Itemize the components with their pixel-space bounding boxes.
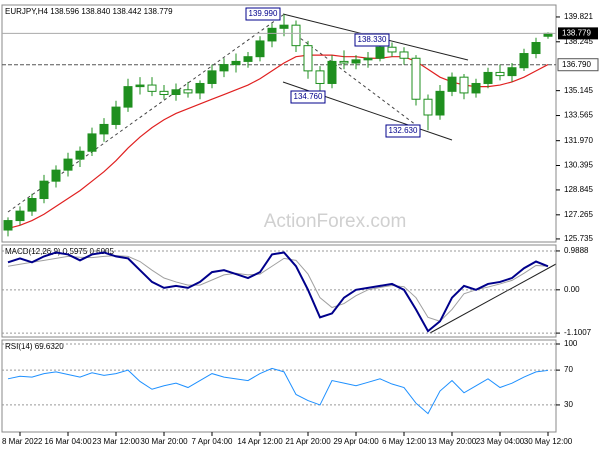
y-tick-label: 138.245 — [564, 37, 593, 46]
x-tick-label: 7 Apr 04:00 — [192, 437, 233, 446]
indicator-line — [7, 367, 549, 415]
panel-frame — [1, 339, 557, 433]
x-tick-label: 23 May 04:00 — [476, 437, 525, 446]
candle-body — [315, 70, 325, 84]
candle-body — [399, 51, 409, 59]
candle-body — [459, 76, 469, 94]
candle-body — [363, 57, 373, 61]
candle-body — [207, 70, 217, 84]
annotation-box — [385, 124, 421, 138]
y-tick-label: 130.395 — [564, 161, 593, 170]
candle-body — [303, 45, 313, 72]
candle-body — [423, 98, 433, 116]
annotation: 138.330 — [358, 35, 387, 44]
y-tick-label: 0.9888 — [564, 246, 589, 255]
candle-body — [447, 76, 457, 92]
x-tick-label: 23 Mar 12:00 — [92, 437, 140, 446]
candle-body — [39, 180, 49, 200]
y-tick-label: 100 — [564, 339, 578, 348]
y-tick-label: 30 — [564, 400, 573, 409]
candle-body — [27, 198, 37, 212]
panel-title: RSI(14) 69.6320 — [5, 342, 64, 351]
indicator-line — [7, 251, 549, 333]
candle-body — [219, 64, 229, 72]
candle-body — [135, 84, 145, 88]
macd-trend-line — [429, 263, 557, 334]
candle-body — [87, 133, 97, 152]
candle-body — [147, 84, 157, 92]
candle-body — [75, 150, 85, 160]
annotation: 134.760 — [294, 92, 323, 101]
annotation-box — [354, 33, 390, 47]
y-tick-label: -1.1007 — [564, 328, 592, 337]
candle-body — [279, 24, 289, 29]
moving-average — [7, 54, 549, 230]
candle-body — [63, 158, 73, 171]
watermark: ActionForex.com — [264, 211, 407, 232]
candle-body — [159, 90, 169, 96]
x-tick-label: 30 May 12:00 — [524, 437, 573, 446]
x-tick-label: 14 Apr 12:00 — [237, 437, 283, 446]
y-tick-label: 127.265 — [564, 210, 593, 219]
x-tick-label: 16 Mar 04:00 — [44, 437, 92, 446]
candle-body — [507, 67, 517, 77]
candle-body — [351, 59, 361, 64]
annotation: 139.990 — [249, 9, 278, 18]
candle-body — [123, 86, 133, 108]
x-tick-label: 29 Apr 04:00 — [333, 437, 379, 446]
candle-body — [255, 40, 265, 58]
annotation: 132.630 — [389, 126, 418, 135]
x-tick-label: 21 Apr 20:00 — [285, 437, 331, 446]
current-price-tag: 138.779 — [562, 28, 591, 37]
y-tick-label: 133.565 — [564, 111, 593, 120]
candle-body — [3, 220, 13, 231]
level-tag: 136.790 — [562, 60, 591, 69]
y-tick-label: 139.821 — [564, 12, 593, 21]
x-tick-label: 8 Mar 2022 — [2, 437, 43, 446]
candle-body — [531, 42, 541, 55]
x-tick-label: 30 Mar 20:00 — [140, 437, 188, 446]
candle-body — [387, 46, 397, 53]
candle-body — [483, 71, 493, 84]
candle-body — [411, 57, 421, 100]
x-tick-label: 6 May 12:00 — [382, 437, 427, 446]
candle-body — [195, 82, 205, 94]
panel-title: MACD(12,26,9) 0.5975 0.6005 — [5, 247, 115, 256]
x-tick-label: 13 May 20:00 — [428, 437, 477, 446]
y-tick-label: 70 — [564, 365, 573, 374]
candle-body — [471, 82, 481, 94]
candle-body — [327, 60, 337, 84]
trend-line — [295, 34, 421, 129]
candle-body — [267, 27, 277, 42]
candle-body — [291, 24, 301, 47]
candle-body — [183, 89, 193, 94]
y-tick-label: 0.00 — [564, 285, 580, 294]
y-tick-label: 128.845 — [564, 185, 593, 194]
candle-body — [99, 123, 109, 135]
panel-frame — [1, 244, 557, 338]
candle-body — [375, 46, 385, 59]
annotation-box — [245, 7, 281, 21]
panel-title: EURJPY,H4 138.596 138.840 138.442 138.77… — [5, 7, 173, 16]
candle-body — [15, 210, 25, 222]
candle-body — [171, 89, 181, 96]
indicator-line — [7, 255, 549, 322]
candle-body — [519, 53, 529, 69]
y-tick-label: 131.970 — [564, 136, 593, 145]
candle-body — [51, 169, 61, 182]
candle-body — [243, 56, 253, 62]
candle-body — [231, 60, 241, 66]
candle-body — [435, 90, 445, 116]
current-price-box — [558, 27, 598, 40]
y-tick-label: 125.735 — [564, 234, 593, 243]
candle-body — [495, 71, 505, 77]
y-tick-label: 135.145 — [564, 86, 593, 95]
candle-body — [339, 60, 349, 64]
panel-frame — [1, 4, 557, 243]
level-tag-box — [557, 58, 599, 72]
annotation-box — [290, 90, 326, 104]
candle-body — [111, 106, 121, 125]
